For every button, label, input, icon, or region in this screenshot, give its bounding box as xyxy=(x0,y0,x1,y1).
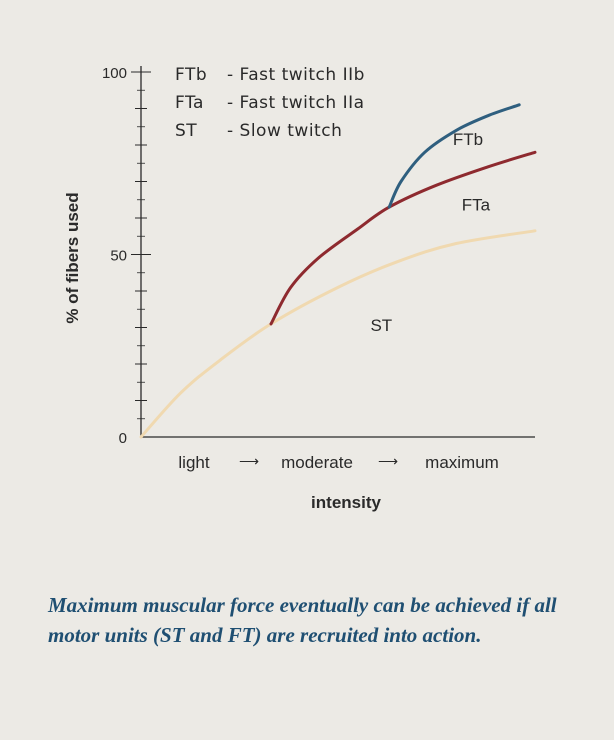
x-scale-arrow: ⟶ xyxy=(239,453,259,469)
y-tick-labels: 0 50 100 xyxy=(102,65,127,447)
x-scale-label-maximum: maximum xyxy=(425,453,499,472)
y-tick-label-0: 0 xyxy=(119,430,127,447)
series-label-ftb: FTb xyxy=(453,130,483,149)
x-scale-labels: light moderate maximum ⟶ ⟶ xyxy=(178,453,498,472)
legend-abbr-st: ST xyxy=(175,121,197,141)
legend-abbr-fta: FTa xyxy=(175,93,204,113)
y-tick-label-50: 50 xyxy=(110,248,127,265)
x-scale-label-light: light xyxy=(178,453,209,472)
series-labels: ST FTa FTb xyxy=(370,130,490,335)
x-axis-label: intensity xyxy=(311,493,381,512)
series-lines xyxy=(139,103,537,439)
figure-caption: Maximum muscular force eventually can be… xyxy=(48,593,557,647)
fiber-recruitment-chart: 0 50 100 ST FTa FTb FTb - Fast twitch IIb FTa -… xyxy=(63,65,537,512)
series-label-fta: FTa xyxy=(462,196,491,215)
series-label-st: ST xyxy=(370,316,392,335)
y-axis-label: % of fibers used xyxy=(63,192,82,323)
legend-text-fta: - Fast twitch IIa xyxy=(227,93,365,113)
legend-abbr-ftb: FTb xyxy=(175,65,207,85)
x-scale-label-moderate: moderate xyxy=(281,453,353,472)
legend-text-st: - Slow twitch xyxy=(227,121,342,141)
series-line-fta xyxy=(269,150,537,326)
series-line-st xyxy=(139,229,537,439)
legend-text-ftb: - Fast twitch IIb xyxy=(227,65,365,85)
legend: FTb - Fast twitch IIb FTa - Fast twitch IIa… xyxy=(175,65,365,141)
y-tick-label-100: 100 xyxy=(102,65,127,82)
x-scale-arrow: ⟶ xyxy=(378,453,398,469)
series-line-ftb xyxy=(387,103,521,209)
